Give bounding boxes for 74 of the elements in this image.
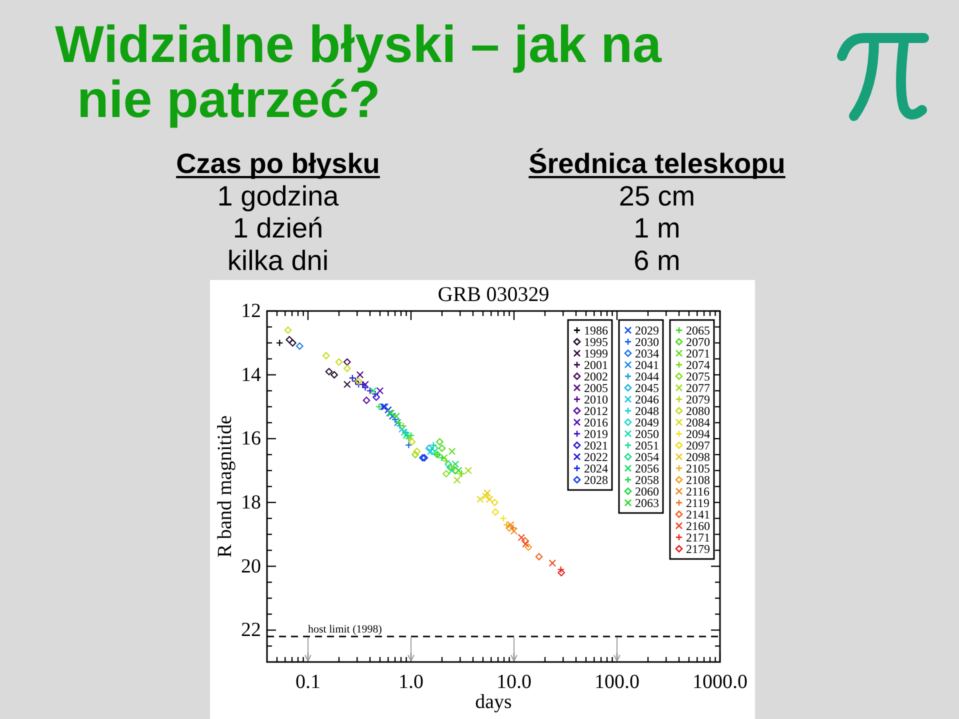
text: 1 m [634,212,680,244]
legend-label: 2171 [686,530,710,544]
text: Czas po błysku [176,148,380,179]
legend-label: 2084 [686,415,710,430]
x-tick-label: 0.1 [295,671,320,693]
legend-label: 2097 [686,438,710,452]
legend-label: 2060 [635,484,659,498]
legend-label: 2019 [584,426,608,441]
legend-label: 2029 [635,323,659,338]
legend-label: 2056 [635,461,659,476]
legend-label: 1986 [584,323,608,338]
legend-label: 2046 [635,392,659,406]
legend-label: 2075 [686,369,710,384]
y-tick-label: 12 [241,300,261,322]
legend-label: 2049 [635,415,659,430]
legend-label: 2048 [635,404,659,418]
y-tick-label: 18 [241,491,261,514]
legend-label: 2074 [686,358,710,372]
legend-label: 2108 [686,472,710,487]
x-tick-label: 100.0 [594,671,640,693]
text: 1 dzień [232,212,324,244]
legend-label: 2045 [635,380,659,395]
legend-label: 2065 [686,323,710,338]
x-tick-label: 1000.0 [692,671,748,693]
legend-label: 2116 [686,484,710,498]
legend-label: 2079 [686,392,710,406]
legend-label: 2119 [686,496,710,510]
chart-title: Widzialne błyski – jak na nie patrzeć? [55,16,663,129]
legend-label: 2016 [584,415,608,430]
legend-label: 2050 [635,426,659,441]
legend-label: 2012 [584,404,608,418]
y-tick-label: 14 [241,364,261,386]
legend-label: 2094 [686,426,710,441]
legend-label: 2077 [686,380,710,395]
legend-label: 2002 [584,369,608,384]
legend-label: 2141 [686,507,710,522]
text: Średnica teleskopu [528,148,786,179]
legend-label: 2041 [635,358,659,372]
legend-label: 2105 [686,461,710,476]
ref-line-label: host limit (1998) [308,623,382,636]
text: 6 m [634,244,680,276]
legend-label: 2179 [686,542,710,556]
y-axis-title: R band magnitide [214,415,236,558]
legend-label: 2001 [584,358,608,372]
text: kilka dni [227,244,329,276]
x-tick-label: 1.0 [398,671,424,693]
text: 25 cm [618,180,696,212]
x-axis-title: days [475,691,512,713]
legend-label: 2071 [686,346,710,360]
legend-label: 2028 [584,472,608,487]
legend-label: 2080 [686,404,710,418]
y-tick-label: 22 [241,619,261,642]
legend-label: 2098 [686,450,710,464]
legend-label: 2070 [686,334,710,349]
legend-label: 2051 [635,438,659,452]
legend-label: 2022 [584,450,608,464]
x-tick-label: 10.0 [496,671,532,693]
legend-label: 1999 [584,346,608,360]
legend-label: 2044 [635,369,659,384]
legend-label: 2030 [635,334,659,349]
y-tick-label: 20 [241,555,261,578]
legend-label: 2005 [584,380,608,395]
legend-label: 2034 [635,346,659,360]
legend-label: 2024 [584,461,608,476]
legend-label: 2021 [584,438,608,452]
y-tick-label: 16 [241,428,261,450]
legend-label: 2063 [635,496,659,510]
text: 1 godzina [217,180,340,212]
legend-label: 2160 [686,518,710,533]
legend-label: 1995 [584,334,608,349]
chart-subtitle: GRB 030329 [438,282,550,306]
legend-label: 2054 [635,450,659,464]
legend-label: 2010 [584,392,608,406]
legend-label: 2058 [635,472,659,487]
